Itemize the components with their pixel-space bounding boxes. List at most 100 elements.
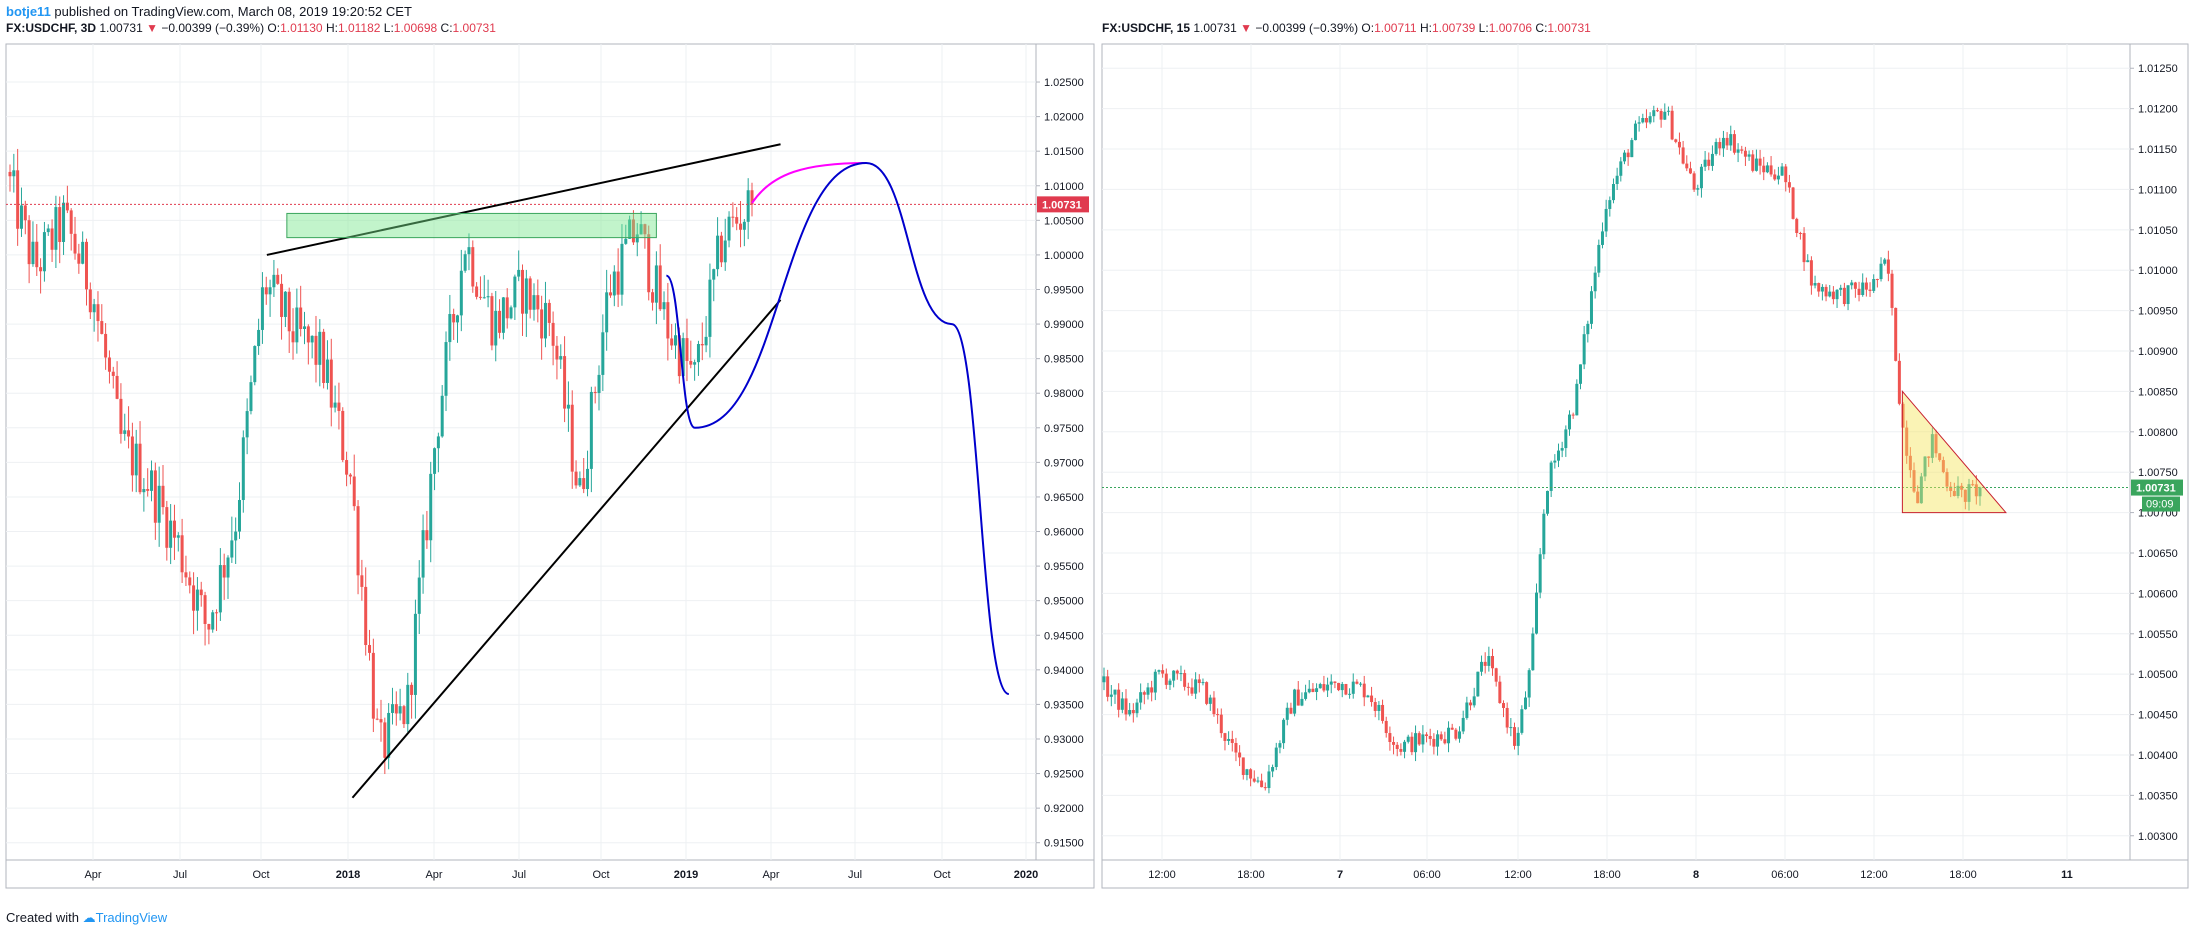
candle-body [1252,778,1256,782]
candle-body [387,712,391,758]
candle-body [1780,166,1784,176]
candle-body [1531,633,1535,671]
y-tick-label: 0.95000 [1044,596,1084,608]
candle-body [1461,717,1465,732]
candle-body [1128,709,1132,715]
candle-body [1611,184,1615,201]
candle-body [1102,676,1106,683]
candle-body [735,217,739,224]
candle-body [505,297,509,319]
candle-body [130,436,134,476]
candle-body [719,235,723,263]
left-change: −0.00399 (−0.39%) [161,21,265,35]
candle-body [1817,283,1821,292]
right-symbol[interactable]: FX:USDCHF, 15 [1102,21,1191,35]
candle-body [12,170,16,177]
candle-body [1556,450,1560,461]
candle-body [123,430,127,434]
candle-body [234,531,238,541]
candle-body [203,595,207,624]
candle-body [1831,291,1835,300]
last-price-badge [1037,196,1089,213]
y-tick-label: 0.97000 [1044,457,1084,469]
candle-body [1337,682,1341,691]
candle-body [222,565,226,578]
candle-body [486,296,490,298]
candle-body [184,572,188,578]
candle-body [1967,484,1971,502]
candle-body [211,612,215,630]
candle-body [1743,150,1747,157]
candle-body [1699,166,1703,189]
candle-body [1912,470,1916,492]
candle-body [333,402,337,408]
candle-body [1604,208,1608,232]
candle-body [1304,692,1308,699]
candle-body [165,507,169,548]
candle-body [1938,453,1942,461]
left-chart-panel: 1.02500 1.02000 1.01500 1.01000 1.00500 1.000… [5,43,1095,889]
author-username[interactable]: botje11 [6,4,51,19]
candle-body [1527,670,1531,698]
x-tick-label: 12:00 [1860,869,1888,881]
candle-body [1663,111,1667,120]
candle-body [681,338,685,377]
x-tick-label: 18:00 [1949,869,1977,881]
candle-body [226,557,230,578]
candle-body [1824,286,1828,297]
candle-body [1674,139,1678,142]
candle-body [635,234,639,243]
candle-body [1670,110,1674,140]
candle-body [746,190,750,222]
right-last-price: 1.00731 [1193,21,1237,35]
y-tick-label: 1.02000 [1044,112,1084,124]
candle-body [161,485,165,508]
candle-body [1864,282,1868,290]
candle-body [1725,137,1729,146]
candle-body [58,207,62,242]
candle-body [1945,472,1949,487]
candle-body [1828,291,1832,297]
candle-body [1311,688,1315,692]
candle-body [1806,260,1810,263]
candle-body [1146,687,1150,695]
candle-body [1472,696,1476,706]
candle-body [1505,707,1509,728]
footer-brand[interactable]: TradingView [95,910,168,925]
candle-body [425,530,429,541]
candle-body [582,478,586,490]
candle-body [620,243,624,295]
candle-body [1567,414,1571,430]
candle-body [605,292,609,333]
candle-body [1535,592,1539,634]
x-tick-label: 18:00 [1593,869,1621,881]
candle-body [1344,683,1348,695]
candle-body [107,357,111,372]
candle-body [364,586,368,646]
candle-body [1175,670,1179,674]
candle-body [1773,174,1777,180]
candle-body [325,359,329,383]
candle-body [19,205,23,229]
candle-body [708,279,712,337]
candle-body [1384,720,1388,734]
candle-body [1260,780,1264,788]
y-tick-label: 0.93000 [1044,734,1084,746]
candle-body [195,589,199,611]
candle-body [1890,273,1894,308]
candle-body [1454,729,1458,739]
candle-body [368,645,372,653]
candle-body [482,297,486,299]
candle-body [1399,748,1403,752]
projection-curve [751,161,867,204]
candle-body [176,535,180,538]
candle-body [1685,163,1689,169]
candle-body [455,315,459,323]
candle-body [528,278,532,310]
candle-body [1322,684,1326,691]
left-symbol[interactable]: FX:USDCHF, 3D [6,21,97,35]
candle-body [1179,673,1183,675]
candle-body [1238,752,1242,758]
candle-body [1208,697,1212,704]
